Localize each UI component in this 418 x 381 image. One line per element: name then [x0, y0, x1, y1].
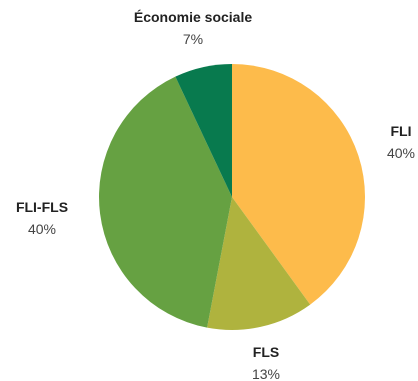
pie-slice-economie-sociale — [175, 64, 232, 197]
slice-value-fli-fls: 40% — [28, 221, 56, 237]
slice-label-fli-fls: FLI-FLS — [16, 199, 68, 215]
slice-value-fls: 13% — [252, 366, 280, 381]
slice-label-fls: FLS — [253, 344, 279, 360]
pie-slices — [99, 64, 366, 330]
slice-label-fli: FLI — [391, 123, 412, 139]
slice-value-economie-sociale: 7% — [183, 31, 203, 47]
pie-slice-fls — [207, 197, 311, 330]
pie-labels: FLI 40% FLS 13% FLI-FLS 40% Économie sociale 7% — [16, 9, 415, 381]
slice-value-fli: 40% — [387, 145, 415, 161]
pie-slice-fli — [232, 64, 366, 305]
pie-slice-fli-fls — [99, 76, 232, 328]
slice-label-economie-sociale: Économie sociale — [134, 9, 252, 25]
